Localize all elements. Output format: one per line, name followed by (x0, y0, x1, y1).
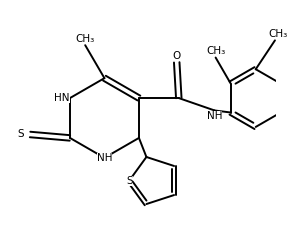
Text: HN: HN (54, 93, 70, 103)
Text: NH: NH (97, 153, 112, 163)
Text: CH₃: CH₃ (269, 29, 288, 39)
Text: S: S (126, 176, 133, 185)
Text: CH₃: CH₃ (76, 34, 95, 44)
Text: CH₃: CH₃ (206, 46, 225, 56)
Text: S: S (17, 130, 24, 139)
Text: O: O (173, 51, 181, 61)
Text: NH: NH (207, 111, 222, 121)
